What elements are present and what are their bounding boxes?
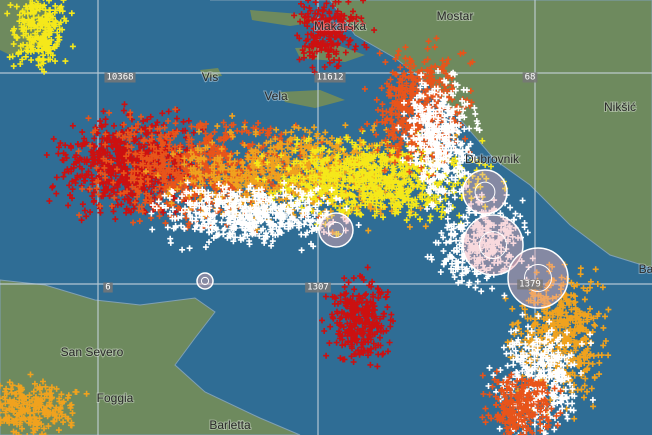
place-label: Makarska bbox=[314, 19, 366, 33]
strike-ring bbox=[327, 221, 345, 239]
place-label: Vela bbox=[264, 89, 288, 103]
strike-crosses bbox=[0, 371, 90, 435]
grid-label-bg bbox=[104, 72, 136, 83]
grid-label-bg bbox=[103, 282, 113, 293]
grid-label: 10368 bbox=[106, 73, 133, 83]
strike-crosses bbox=[395, 68, 483, 212]
grid-label: 6 bbox=[105, 283, 110, 293]
strike-ring bbox=[200, 276, 210, 286]
strike-crosses bbox=[479, 368, 564, 435]
strike-ring bbox=[462, 169, 508, 215]
strike-ring bbox=[462, 214, 524, 276]
place-label: Dubrovnik bbox=[465, 152, 520, 166]
lightning-strikes bbox=[0, 0, 612, 435]
place-label: Vis bbox=[202, 70, 218, 84]
strike-ring bbox=[318, 212, 354, 248]
grid-label: 68 bbox=[525, 73, 536, 83]
strike-ring bbox=[479, 231, 507, 259]
strike-crosses bbox=[291, 0, 378, 76]
strike-ring bbox=[196, 272, 214, 290]
strike-crosses bbox=[424, 186, 536, 299]
place-label: Bar bbox=[639, 262, 652, 276]
place-label: Barletta bbox=[209, 418, 251, 432]
grid-label-bg bbox=[522, 72, 538, 83]
grid-label: 1379 bbox=[519, 280, 541, 290]
place-label: San Severo bbox=[61, 345, 124, 359]
place-label: Foggia bbox=[97, 391, 134, 405]
place-label: Mostar bbox=[437, 9, 474, 23]
place-label: Nikšić bbox=[604, 100, 636, 114]
labels: Mostar Makarska Vis Vela Dubrovnik Nikšić San … bbox=[60, 8, 652, 433]
strike-crosses bbox=[319, 264, 396, 370]
grid-label-bg bbox=[517, 279, 543, 290]
strike-ring bbox=[507, 247, 569, 309]
strike-crosses bbox=[148, 179, 362, 254]
strike-crosses bbox=[4, 0, 76, 75]
strike-ring bbox=[474, 181, 496, 203]
grid-label: 1307 bbox=[307, 283, 329, 293]
land-italy bbox=[0, 279, 301, 435]
strike-ring bbox=[524, 264, 552, 292]
grid-label: 11612 bbox=[316, 73, 343, 83]
land-balkans bbox=[210, 0, 652, 269]
island bbox=[280, 90, 345, 108]
grid-label-bg bbox=[305, 282, 331, 293]
grid-label-bg bbox=[314, 72, 346, 83]
